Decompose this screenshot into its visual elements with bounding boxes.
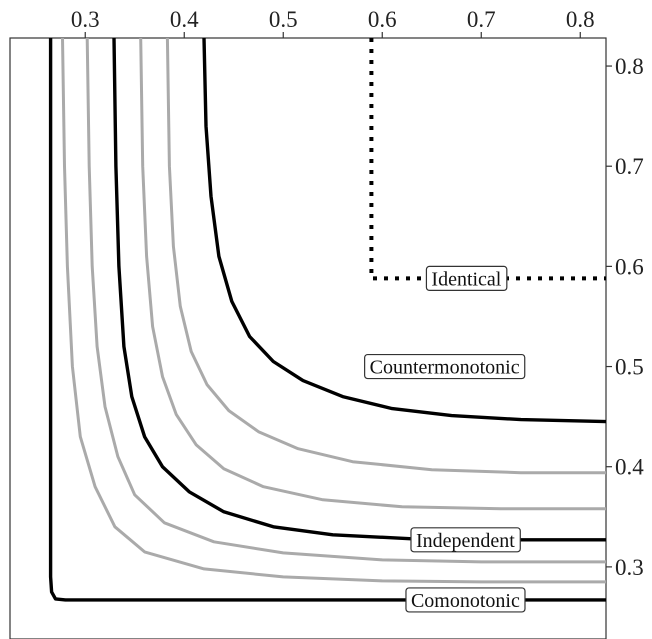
y-tick-label: 0.6 (615, 254, 644, 279)
y-tick-label: 0.8 (615, 54, 644, 79)
x-tick-label: 0.6 (368, 7, 397, 32)
annotation-box (364, 353, 526, 380)
series-line-contour-1 (61, 37, 606, 584)
annotation-layer: Identical Countermonotonic Independent Como… (364, 265, 526, 613)
series-line-comonotonic (48, 38, 606, 602)
y-tick-label: 0.3 (615, 555, 644, 580)
annotation-label: Independent (416, 530, 515, 552)
series-line-identical (369, 38, 606, 281)
x-tick-label: 0.7 (467, 7, 496, 32)
annotation-box (405, 587, 526, 613)
y-tick-label: 0.4 (615, 455, 644, 480)
series-line-contour-4 (139, 37, 606, 511)
series-line-contour-2 (85, 37, 606, 564)
annotation-label: Identical (431, 268, 501, 290)
series-line-independent (112, 37, 606, 542)
annotation-comonotonic: Comonotonic (405, 587, 526, 613)
y-axis-right: 0.3 0.4 0.5 0.6 0.7 0.8 (606, 54, 644, 580)
annotation-box (425, 265, 508, 291)
x-axis-top: 0.3 0.4 0.5 0.6 0.7 0.8 (71, 7, 595, 38)
series-layer (48, 37, 607, 602)
annotation-box (410, 527, 521, 553)
y-tick-label: 0.7 (615, 154, 644, 179)
annotation-identical: Identical (425, 265, 508, 291)
series-line-contour-5 (165, 37, 606, 475)
annotation-label: Countermonotonic (370, 357, 520, 379)
x-tick-label: 0.4 (170, 7, 199, 32)
series-line-countermonotonic (202, 37, 607, 424)
x-tick-label: 0.5 (269, 7, 298, 32)
annotation-label: Comonotonic (411, 590, 520, 612)
x-tick-label: 0.3 (71, 7, 100, 32)
y-tick-label: 0.5 (615, 355, 644, 380)
annotation-independent: Independent (410, 527, 521, 553)
x-tick-label: 0.8 (566, 7, 595, 32)
annotation-countermonotonic: Countermonotonic (364, 353, 526, 380)
